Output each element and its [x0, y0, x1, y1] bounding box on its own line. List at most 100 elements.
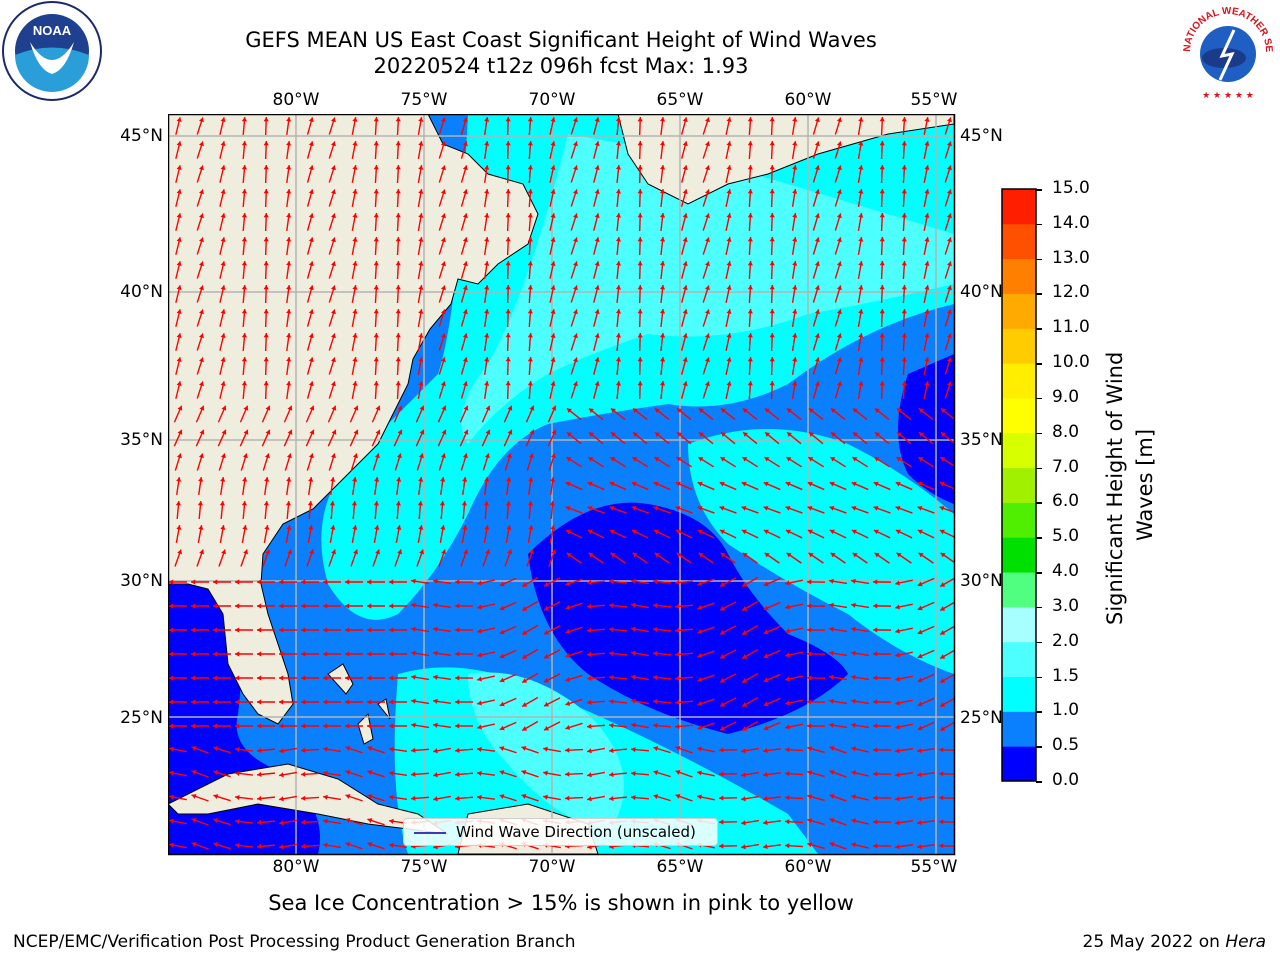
- wave-arrow-head: [879, 213, 885, 218]
- wave-arrow-head: [396, 477, 402, 482]
- wave-arrow-head: [741, 505, 747, 511]
- wave-arrow-head: [389, 746, 394, 752]
- wave-arrow-head: [594, 357, 600, 363]
- wave-arrow-head: [814, 141, 820, 147]
- wave-arrow-head: [241, 381, 247, 386]
- wave-arrow-head: [550, 237, 556, 242]
- wave-arrow-head: [477, 794, 482, 800]
- wave-arrow-head: [697, 529, 703, 535]
- wave-arrow-head: [484, 141, 490, 146]
- lon-label-top: 55°W: [910, 90, 958, 110]
- wave-arrow-head: [637, 237, 643, 242]
- wave-arrow-head: [588, 408, 594, 414]
- wave-arrow-head: [411, 578, 416, 584]
- wave-arrow-head: [653, 578, 658, 585]
- wave-arrow-head: [829, 769, 835, 775]
- wave-arrow-head: [787, 432, 792, 438]
- colorbar-segment: [1002, 432, 1036, 469]
- wave-arrow-head: [330, 381, 336, 387]
- wave-arrow-head: [373, 213, 379, 218]
- wave-arrow-head: [697, 629, 703, 634]
- wave-arrow-head: [808, 457, 814, 462]
- wave-arrow-head: [418, 261, 424, 266]
- wave-arrow-head: [565, 771, 570, 777]
- wave-arrow-head: [786, 552, 792, 558]
- wave-arrow-head: [308, 261, 314, 267]
- colorbar-segment: [1002, 537, 1036, 573]
- wave-arrow-head: [397, 549, 403, 555]
- wave-arrow-head: [345, 794, 351, 799]
- wave-arrow-head: [653, 602, 658, 609]
- wave-arrow-head: [395, 165, 401, 170]
- wave-arrow-head: [901, 165, 907, 170]
- wave-arrow-head: [587, 481, 593, 487]
- wave-arrow-head: [235, 723, 240, 729]
- wave-arrow-head: [176, 213, 182, 219]
- wave-arrow-head: [176, 189, 182, 195]
- wave-arrow-head: [682, 165, 688, 171]
- wave-arrow-head: [440, 333, 446, 339]
- wave-arrow-head: [264, 477, 270, 482]
- wave-arrow-head: [726, 141, 732, 146]
- wave-arrow-head: [286, 237, 292, 242]
- wave-arrow-head: [631, 505, 637, 511]
- wave-arrow-head: [609, 602, 614, 609]
- wave-arrow-head: [631, 626, 636, 632]
- wave-arrow-head: [615, 309, 622, 314]
- wave-arrow-head: [199, 285, 204, 291]
- wave-arrow-head: [901, 261, 907, 266]
- wave-arrow-head: [330, 477, 336, 482]
- wave-arrow-head: [527, 501, 533, 506]
- colorbar-tick-label: 3.0: [1052, 595, 1080, 616]
- wave-arrow-head: [433, 796, 438, 802]
- wave-arrow-head: [527, 261, 533, 266]
- wave-arrow-head: [484, 309, 490, 314]
- wave-arrow-head: [858, 213, 864, 218]
- wave-arrow-head: [747, 357, 753, 362]
- wave-arrow-head: [506, 477, 512, 482]
- wave-arrow-head: [176, 117, 182, 123]
- wave-arrow-head: [704, 141, 710, 147]
- wave-arrow-head: [918, 457, 924, 462]
- wave-arrow-head: [919, 432, 924, 438]
- wave-arrow-head: [330, 237, 336, 243]
- wave-arrow-head: [901, 357, 907, 362]
- wave-arrow-head: [769, 333, 775, 338]
- wave-arrow-head: [213, 579, 218, 585]
- wave-arrow-head: [462, 453, 468, 459]
- lat-label-right: 25°N: [960, 708, 1003, 728]
- wave-arrow-head: [373, 165, 379, 170]
- wave-arrow-head: [609, 771, 614, 778]
- wave-arrow-head: [853, 432, 858, 438]
- lon-label-bottom: 70°W: [528, 857, 576, 877]
- wave-arrow-head: [830, 552, 836, 558]
- wave-arrow-head: [879, 381, 885, 386]
- wave-arrow-head: [566, 457, 572, 462]
- wave-arrow-head: [309, 429, 315, 435]
- wave-arrow-head: [433, 578, 438, 584]
- colorbar-tick-label: 13.0: [1052, 247, 1090, 268]
- wave-arrow-head: [395, 261, 401, 266]
- wave-arrow-head: [527, 189, 533, 194]
- wave-arrow-head: [836, 381, 842, 387]
- wave-arrow-head: [615, 213, 622, 218]
- wave-arrow-head: [529, 405, 535, 411]
- wave-arrow-head: [550, 189, 556, 194]
- wave-arrow-head: [440, 165, 446, 171]
- wave-arrow-head: [433, 626, 438, 632]
- wave-arrow-head: [895, 772, 900, 778]
- wave-arrow-head: [792, 189, 798, 194]
- wave-arrow-head: [367, 818, 373, 823]
- wave-arrow-head: [587, 796, 592, 802]
- wave-arrow-head: [462, 333, 468, 339]
- wave-arrow-head: [697, 605, 703, 610]
- wave-arrow-head: [873, 771, 878, 777]
- wave-arrow-head: [836, 333, 842, 339]
- wave-arrow-head: [588, 552, 594, 558]
- wave-arrow-head: [177, 405, 183, 411]
- wave-arrow-head: [594, 261, 600, 267]
- wave-arrow-head: [814, 381, 820, 387]
- wave-arrow-head: [213, 675, 218, 681]
- wave-arrow-head: [462, 141, 468, 147]
- wave-arrow-head: [924, 261, 930, 266]
